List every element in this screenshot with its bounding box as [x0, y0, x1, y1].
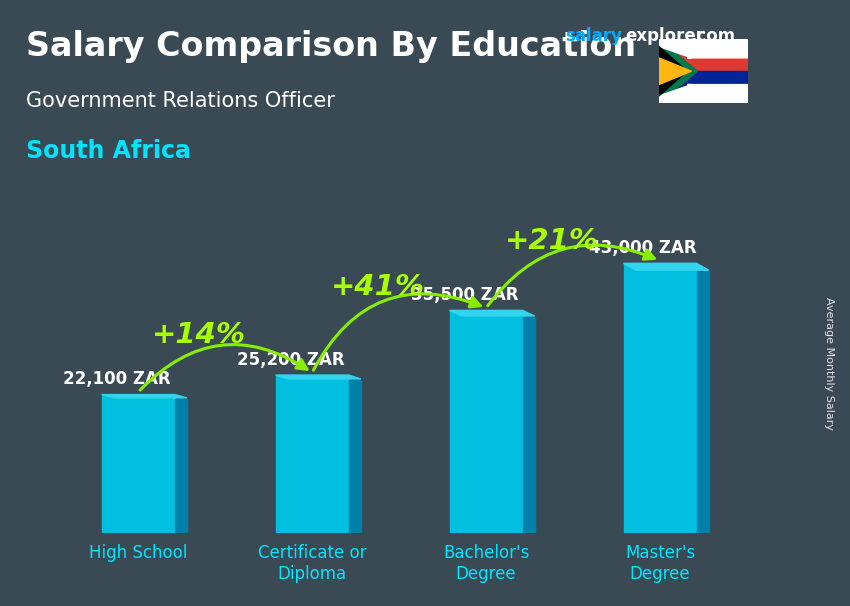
Bar [659, 39, 748, 72]
Bar [275, 375, 348, 533]
Bar [348, 380, 361, 533]
Bar [659, 72, 748, 103]
Text: 43,000 ZAR: 43,000 ZAR [589, 239, 696, 257]
Polygon shape [659, 58, 692, 85]
Polygon shape [659, 47, 687, 96]
Text: 35,500 ZAR: 35,500 ZAR [411, 286, 519, 304]
Bar [523, 317, 535, 533]
Bar [624, 264, 696, 533]
Text: Salary Comparison By Education: Salary Comparison By Education [26, 30, 636, 63]
Bar [450, 310, 523, 533]
Text: 22,100 ZAR: 22,100 ZAR [64, 370, 171, 388]
Polygon shape [659, 85, 748, 103]
Polygon shape [102, 395, 187, 398]
Polygon shape [624, 264, 709, 270]
Text: salary: salary [565, 27, 622, 45]
Polygon shape [659, 39, 748, 58]
Bar [102, 395, 175, 533]
Text: +21%: +21% [505, 227, 599, 255]
Text: Average Monthly Salary: Average Monthly Salary [824, 297, 834, 430]
Text: +41%: +41% [332, 273, 425, 301]
Text: Government Relations Officer: Government Relations Officer [26, 91, 334, 111]
Text: explorer: explorer [625, 27, 704, 45]
Text: 25,200 ZAR: 25,200 ZAR [237, 351, 345, 369]
Polygon shape [659, 39, 697, 103]
Text: +14%: +14% [152, 321, 246, 349]
Polygon shape [450, 310, 535, 316]
Bar [175, 399, 187, 533]
Text: South Africa: South Africa [26, 139, 190, 164]
Text: .com: .com [690, 27, 735, 45]
Bar [696, 271, 709, 533]
Polygon shape [275, 375, 361, 379]
